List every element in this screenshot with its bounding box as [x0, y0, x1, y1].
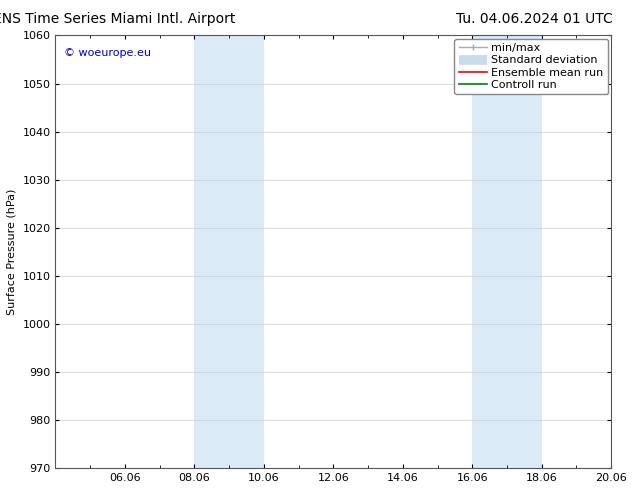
Legend: min/max, Standard deviation, Ensemble mean run, Controll run: min/max, Standard deviation, Ensemble me…	[455, 39, 608, 95]
Text: ENS Time Series Miami Intl. Airport: ENS Time Series Miami Intl. Airport	[0, 12, 235, 26]
Text: © woeurope.eu: © woeurope.eu	[64, 49, 151, 58]
Text: Tu. 04.06.2024 01 UTC: Tu. 04.06.2024 01 UTC	[456, 12, 613, 26]
Bar	[472, 35, 541, 468]
Y-axis label: Surface Pressure (hPa): Surface Pressure (hPa)	[7, 189, 17, 315]
Bar	[195, 35, 264, 468]
